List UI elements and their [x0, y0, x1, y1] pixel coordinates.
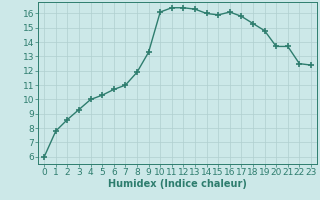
- X-axis label: Humidex (Indice chaleur): Humidex (Indice chaleur): [108, 179, 247, 189]
